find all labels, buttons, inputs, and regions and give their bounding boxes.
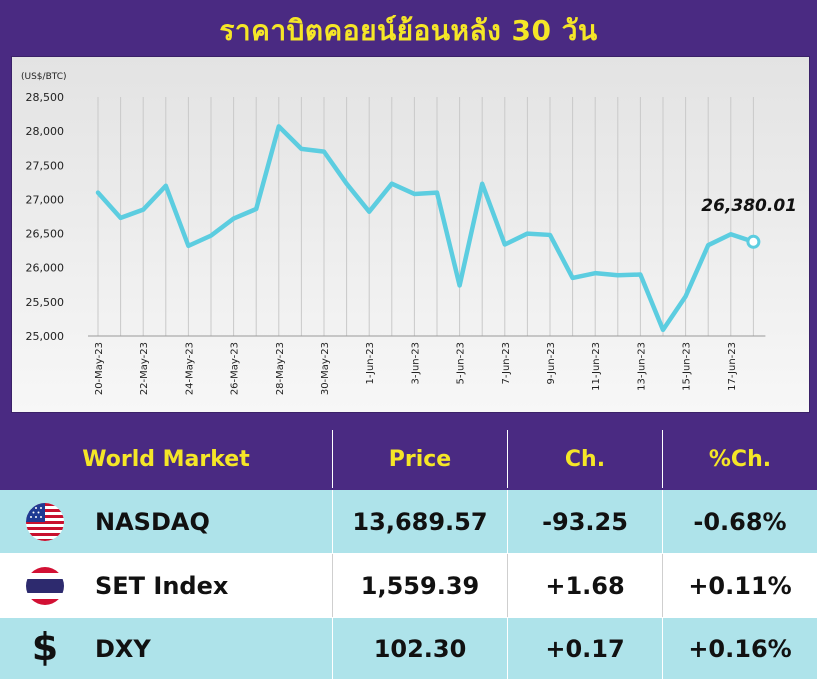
y-tick-label: 26,500 <box>26 228 65 241</box>
thai-flag-icon <box>26 567 64 605</box>
table-row: NASDAQ 13,689.57 -93.25 -0.68% <box>0 490 817 554</box>
page-title: ราคาบิตคอยน์ย้อนหลัง 30 วัน <box>219 14 598 47</box>
y-tick-label: 25,500 <box>26 296 65 309</box>
x-tick-label: 5-Jun-23 <box>456 342 467 385</box>
dollar-icon: $ <box>31 628 59 666</box>
world-market-table: World Market Price Ch. %Ch. NASDAQ 13,68… <box>0 430 817 679</box>
x-tick-label: 30-May-23 <box>320 342 331 395</box>
x-tick-label: 17-Jun-23 <box>727 342 738 391</box>
market-name: NASDAQ <box>95 508 210 536</box>
market-price: 13,689.57 <box>352 508 488 536</box>
table-row: $ DXY 102.30 +0.17 +0.16% <box>0 618 817 679</box>
y-tick-label: 28,500 <box>26 91 65 104</box>
x-tick-label: 1-Jun-23 <box>365 342 376 385</box>
table-header: World Market Price Ch. %Ch. <box>0 430 817 488</box>
market-name: DXY <box>95 634 151 663</box>
us-flag-icon <box>26 503 64 541</box>
price-line <box>95 124 756 333</box>
market-pct-change: +0.11% <box>688 572 792 600</box>
y-tick-label: 26,000 <box>26 262 65 275</box>
market-price: 102.30 <box>373 634 467 663</box>
x-tick-label: 7-Jun-23 <box>501 342 512 385</box>
x-tick-label: 20-May-23 <box>94 342 105 395</box>
x-tick-label: 15-Jun-23 <box>682 342 693 391</box>
market-change: -93.25 <box>542 508 628 536</box>
header-change: Ch. <box>564 446 606 472</box>
market-change: +1.68 <box>545 572 625 600</box>
table-row: SET Index 1,559.39 +1.68 +0.11% <box>0 554 817 618</box>
x-tick-label: 3-Jun-23 <box>410 342 421 385</box>
market-change: +0.17 <box>545 634 625 663</box>
market-price: 1,559.39 <box>360 572 480 600</box>
y-tick-label: 28,000 <box>26 125 65 138</box>
market-pct-change: +0.16% <box>688 634 792 663</box>
y-tick-label: 27,000 <box>26 193 65 206</box>
header-price: Price <box>388 446 452 472</box>
x-tick-label: 22-May-23 <box>139 342 150 395</box>
x-tick-label: 28-May-23 <box>275 342 286 395</box>
last-point-marker <box>746 234 761 249</box>
last-value-label: 26,380.01 <box>701 196 797 216</box>
header-world-market: World Market <box>82 446 250 472</box>
header-pct-change: %Ch. <box>708 446 772 472</box>
chart-panel: (US$/BTC) 28,500 28,000 27,500 27,000 26,500… <box>11 56 810 413</box>
x-tick-label: 13-Jun-23 <box>636 342 647 391</box>
market-pct-change: -0.68% <box>693 508 787 536</box>
y-tick-label: 25,000 <box>26 330 65 343</box>
x-tick-label: 24-May-23 <box>184 342 195 395</box>
x-tick-label: 9-Jun-23 <box>546 342 557 385</box>
chart-background <box>12 57 809 412</box>
y-unit-label: (US$/BTC) <box>21 72 67 82</box>
x-tick-label: 11-Jun-23 <box>591 342 602 391</box>
market-name: SET Index <box>95 572 229 600</box>
bitcoin-price-chart: (US$/BTC) 28,500 28,000 27,500 27,000 26,500… <box>12 57 809 412</box>
y-tick-label: 27,500 <box>26 159 65 172</box>
x-tick-label: 26-May-23 <box>230 342 241 395</box>
